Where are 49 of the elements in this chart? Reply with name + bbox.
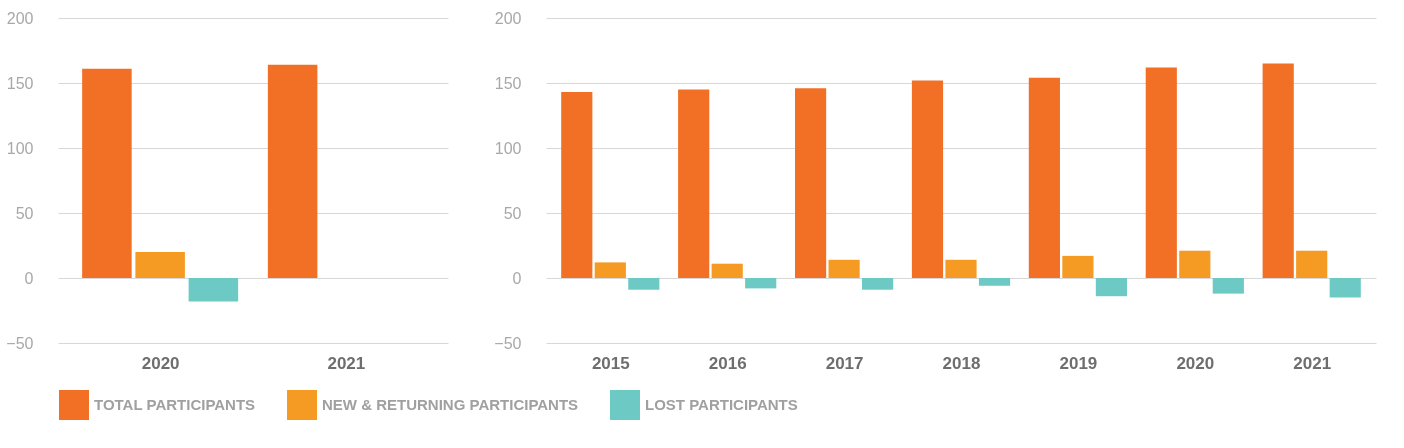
bar (978, 278, 1011, 286)
legend-label: NEW & RETURNING PARTICIPANTS (322, 396, 579, 413)
bar (1329, 278, 1361, 298)
bar (1212, 278, 1244, 294)
y-tick-label: 100 (494, 139, 522, 157)
bar (188, 278, 239, 302)
x-tick-label: 2016 (708, 353, 747, 373)
bar (862, 278, 894, 290)
x-tick-label: 2017 (825, 353, 864, 373)
bar (628, 278, 660, 290)
bar (1262, 63, 1294, 278)
y-tick-label: 0 (24, 269, 34, 287)
y-tick-label: 0 (512, 269, 522, 287)
bar (82, 68, 132, 278)
x-tick-label: 2021 (1293, 353, 1332, 373)
bar (1296, 250, 1328, 278)
bar (795, 88, 827, 278)
bar (1095, 278, 1127, 297)
y-tick-label: 50 (503, 204, 522, 222)
bar (745, 278, 777, 289)
bar (267, 64, 318, 278)
y-tick-label: −50 (6, 334, 34, 352)
bar (1028, 77, 1060, 278)
y-tick-label: 100 (6, 139, 34, 157)
x-tick-label: 2018 (942, 353, 981, 373)
bar (828, 259, 860, 278)
bar (135, 252, 185, 278)
y-tick-label: −50 (494, 334, 522, 352)
legend-label: LOST PARTICIPANTS (645, 396, 798, 413)
x-tick-label: 2015 (591, 353, 630, 373)
y-tick-label: 200 (494, 9, 522, 27)
bar (561, 92, 593, 278)
x-tick-label: 2020 (1176, 353, 1215, 373)
y-tick-label: 150 (494, 74, 522, 92)
y-tick-label: 50 (15, 204, 34, 222)
bar (911, 80, 944, 278)
legend-label: TOTAL PARTICIPANTS (94, 396, 256, 413)
y-tick-label: 150 (6, 74, 34, 92)
bar (1062, 255, 1094, 278)
bar (711, 263, 743, 278)
x-tick-label: 2021 (327, 353, 366, 373)
bar (594, 262, 626, 278)
bar (678, 89, 710, 278)
bar (945, 259, 977, 278)
bar (1179, 250, 1211, 278)
x-tick-label: 2019 (1059, 353, 1098, 373)
x-tick-label: 2020 (141, 353, 180, 373)
bar (1145, 67, 1177, 278)
y-tick-label: 200 (6, 9, 34, 27)
